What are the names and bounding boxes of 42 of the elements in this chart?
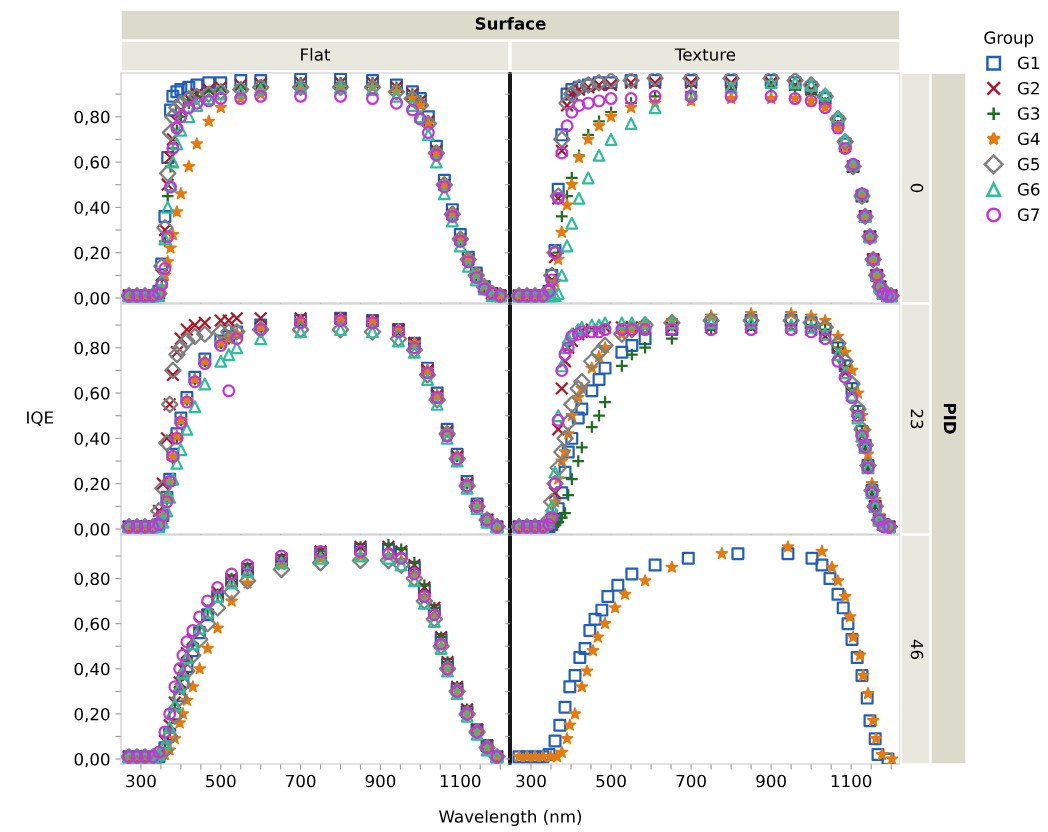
y-tick-label: 0,60	[74, 387, 110, 402]
y-tick-label: 0,40	[74, 432, 110, 447]
x-tick-label: 500	[596, 774, 626, 788]
x-axis-title: Wavelength (nm)	[439, 809, 582, 827]
legend-label: G5	[1017, 157, 1040, 171]
y-tick-label: 0,00	[74, 753, 110, 768]
y2-axis-title: 0	[910, 183, 924, 193]
y-tick-label: 0,00	[74, 291, 110, 307]
y-tick-label: 0,00	[74, 522, 110, 538]
x-tick-label: 1100	[831, 774, 872, 788]
y-tick-label: 0,80	[74, 572, 110, 587]
text: Surface	[475, 16, 546, 30]
legend-label: G4	[1017, 132, 1040, 146]
y-axis-title: IQE	[27, 411, 53, 426]
x-tick-label: 900	[756, 774, 786, 788]
legend-label: G7	[1017, 208, 1040, 221]
x-tick-label: 1100	[440, 774, 481, 788]
y-tick-label: 0,80	[74, 341, 110, 356]
legend-label: G2	[1017, 81, 1039, 95]
x-tick-label: 300	[516, 774, 546, 788]
y2-axis-title: 23	[910, 409, 924, 429]
y-tick-label: 0,60	[74, 617, 110, 632]
chart-title: Flat	[301, 47, 331, 61]
legend-label: G3	[1017, 107, 1040, 120]
text: PID	[943, 403, 957, 434]
x-tick-label: 900	[365, 774, 396, 788]
chart-title: Texture	[674, 48, 736, 61]
y-tick-label: 0,20	[74, 477, 110, 492]
y-tick-label: 0,40	[74, 662, 110, 678]
legend-label: G6	[1017, 183, 1040, 196]
y-tick-label: 0,60	[74, 156, 110, 171]
legend-title: Group	[984, 31, 1034, 48]
y-tick-label: 0,20	[74, 246, 110, 261]
x-tick-label: 300	[126, 774, 156, 788]
y-tick-label: 0,40	[74, 201, 110, 216]
y-tick-label: 0,20	[74, 707, 110, 723]
x-tick-label: 700	[676, 774, 706, 788]
x-tick-label: 700	[286, 774, 316, 788]
y-tick-label: 0,80	[74, 110, 110, 125]
legend-label: G1	[1017, 56, 1039, 70]
x-tick-label: 500	[206, 774, 236, 788]
y2-axis-title: 46	[910, 639, 924, 660]
